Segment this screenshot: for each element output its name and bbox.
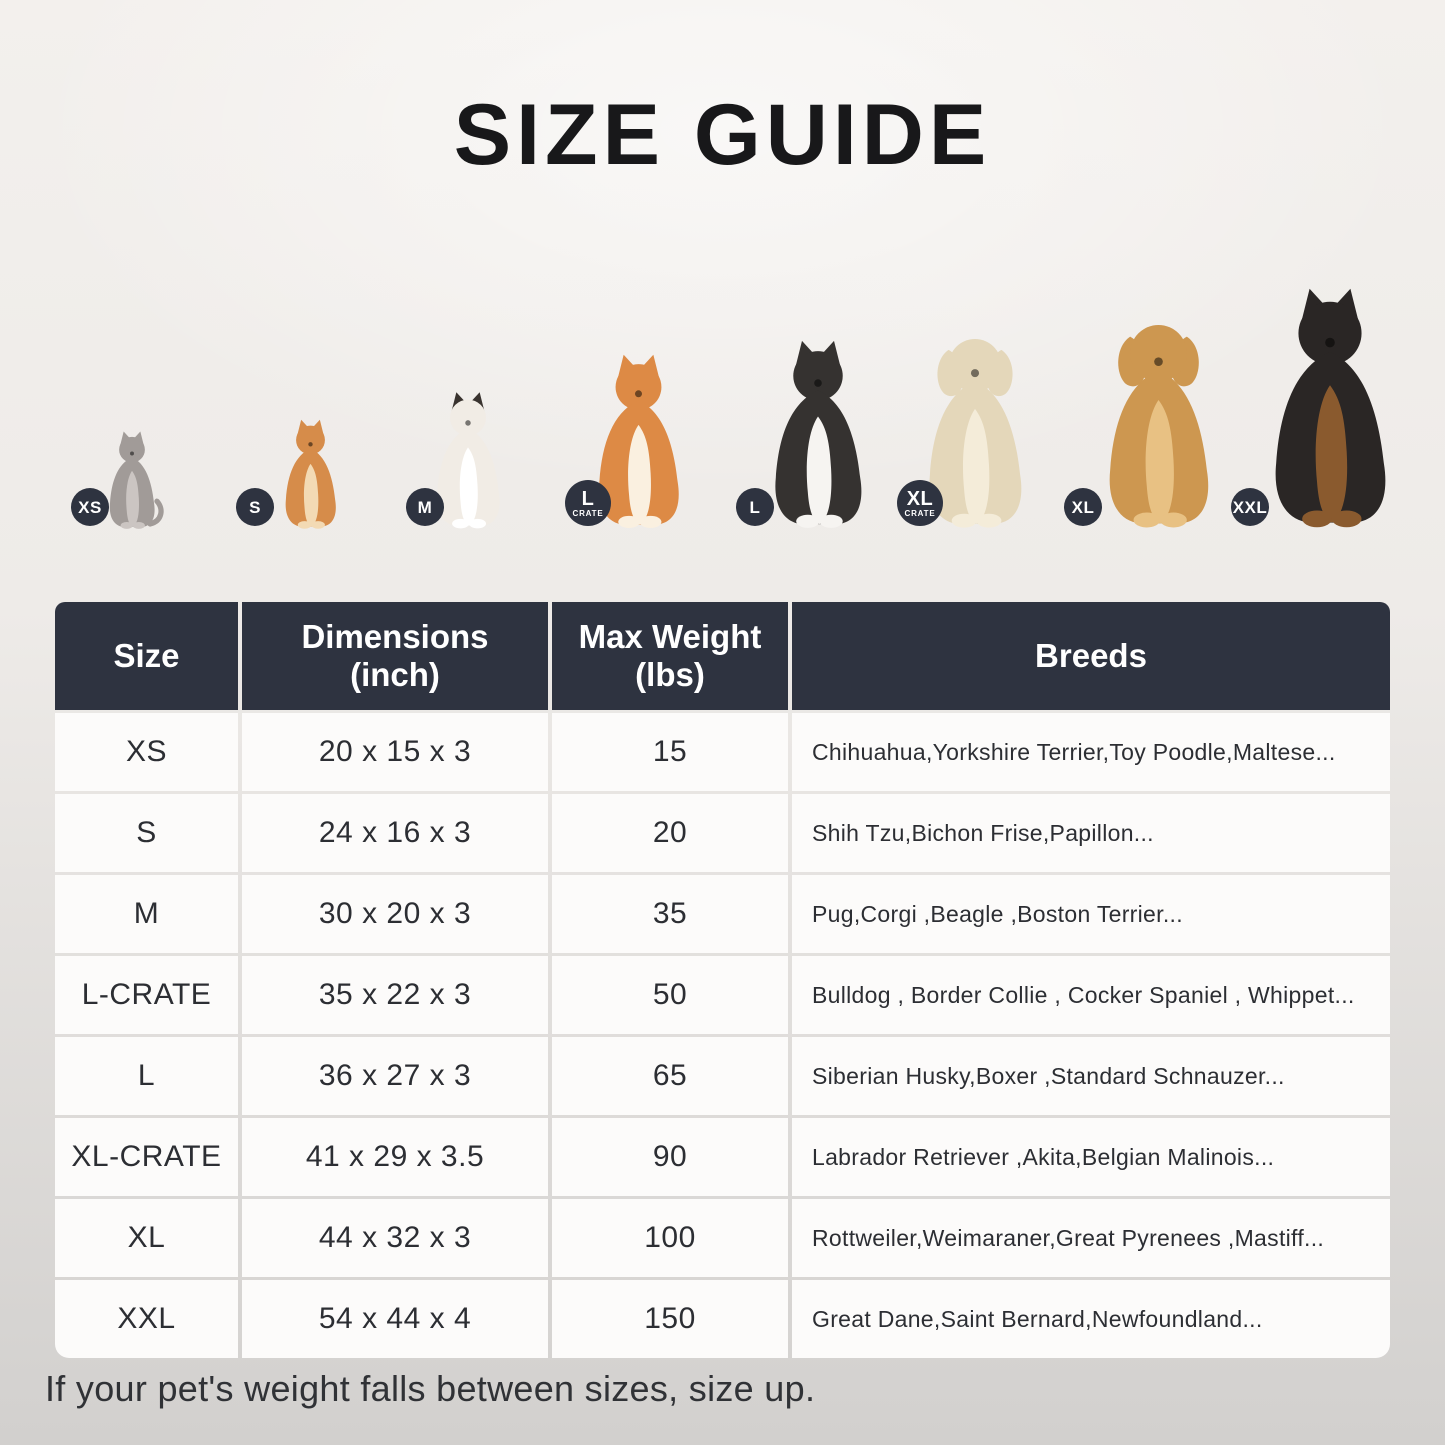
breeds-cell: Rottweiler,Weimaraner,Great Pyrenees ,Ma… xyxy=(792,1199,1390,1277)
dimensions-cell: 41 x 29 x 3.5 xyxy=(242,1118,548,1196)
max-weight-cell: 15 xyxy=(552,713,788,791)
labrador-image xyxy=(897,325,1053,530)
column-header-label: Size xyxy=(113,637,180,674)
breeds-cell: Shih Tzu,Bichon Frise,Papillon... xyxy=(792,794,1390,872)
size-badge-label: L xyxy=(749,497,761,517)
border-collie-image xyxy=(745,338,891,530)
breeds-cell: Chihuahua,Yorkshire Terrier,Toy Poodle,M… xyxy=(792,713,1390,791)
breeds-cell: Great Dane,Saint Bernard,Newfoundland... xyxy=(792,1280,1390,1358)
column-header-size: Size xyxy=(55,602,238,710)
dimensions-cell: 20 x 15 x 3 xyxy=(242,713,548,791)
size-badge-label: XL xyxy=(1071,497,1095,517)
doberman-image xyxy=(1237,285,1423,530)
size-cell: XXL xyxy=(55,1280,238,1358)
pets-lineup: XS S M L CRATE L xyxy=(0,240,1445,530)
french-bulldog-image xyxy=(415,390,521,530)
size-badge-label: S xyxy=(249,497,261,517)
size-badge-l: L xyxy=(736,488,774,526)
size-badge-xs: XS xyxy=(71,488,109,526)
size-table: Size Dimensions (inch) Max Weight (lbs) Breed… xyxy=(55,602,1390,1358)
size-badge-xl: XL xyxy=(1064,488,1102,526)
size-badge-m: M xyxy=(406,488,444,526)
breeds-cell: Pug,Corgi ,Beagle ,Boston Terrier... xyxy=(792,875,1390,953)
cat-image xyxy=(94,430,170,530)
breeds-cell: Labrador Retriever ,Akita,Belgian Malino… xyxy=(792,1118,1390,1196)
dimensions-cell: 35 x 22 x 3 xyxy=(242,956,548,1034)
dimensions-cell: 30 x 20 x 3 xyxy=(242,875,548,953)
column-header-max-weight: Max Weight (lbs) xyxy=(552,602,788,710)
size-cell: XL xyxy=(55,1199,238,1277)
max-weight-cell: 65 xyxy=(552,1037,788,1115)
column-header-breeds: Breeds xyxy=(792,602,1390,710)
column-header-label: Max Weight xyxy=(578,618,762,655)
size-badge-label: XXL xyxy=(1232,497,1268,517)
max-weight-cell: 20 xyxy=(552,794,788,872)
pomeranian-image xyxy=(268,418,353,530)
size-badge-label: M xyxy=(417,497,433,517)
size-badge-l-crate: L CRATE xyxy=(565,480,611,526)
max-weight-cell: 35 xyxy=(552,875,788,953)
dimensions-cell: 54 x 44 x 4 xyxy=(242,1280,548,1358)
dimensions-cell: 36 x 27 x 3 xyxy=(242,1037,548,1115)
size-up-note: If your pet's weight falls between sizes… xyxy=(45,1368,816,1409)
size-badge-label: XL xyxy=(906,487,934,510)
column-header-dimensions: Dimensions (inch) xyxy=(242,602,548,710)
size-badge-xxl: XXL xyxy=(1231,488,1269,526)
dimensions-cell: 24 x 16 x 3 xyxy=(242,794,548,872)
column-header-unit: (inch) xyxy=(350,656,440,693)
size-cell: XS xyxy=(55,713,238,791)
breeds-cell: Siberian Husky,Boxer ,Standard Schnauzer… xyxy=(792,1037,1390,1115)
size-guide-title: SIZE GUIDE xyxy=(453,87,992,183)
size-cell: L xyxy=(55,1037,238,1115)
breeds-cell: Bulldog , Border Collie , Cocker Spaniel… xyxy=(792,956,1390,1034)
max-weight-cell: 50 xyxy=(552,956,788,1034)
size-cell: M xyxy=(55,875,238,953)
size-badge-label: XS xyxy=(78,497,102,517)
size-badge-xl-crate: XL CRATE xyxy=(897,480,943,526)
max-weight-cell: 150 xyxy=(552,1280,788,1358)
size-cell: XL-CRATE xyxy=(55,1118,238,1196)
column-header-label: Dimensions xyxy=(301,618,489,655)
size-badge-sublabel: CRATE xyxy=(572,508,604,518)
max-weight-cell: 100 xyxy=(552,1199,788,1277)
size-badge-s: S xyxy=(236,488,274,526)
column-header-label: Breeds xyxy=(1035,637,1147,674)
dimensions-cell: 44 x 32 x 3 xyxy=(242,1199,548,1277)
max-weight-cell: 90 xyxy=(552,1118,788,1196)
golden-retriever-image xyxy=(1075,310,1242,530)
size-cell: L-CRATE xyxy=(55,956,238,1034)
size-cell: S xyxy=(55,794,238,872)
column-header-unit: (lbs) xyxy=(635,656,705,693)
size-badge-sublabel: CRATE xyxy=(904,508,936,518)
shiba-inu-image xyxy=(571,352,706,530)
size-badge-label: L xyxy=(581,487,595,510)
